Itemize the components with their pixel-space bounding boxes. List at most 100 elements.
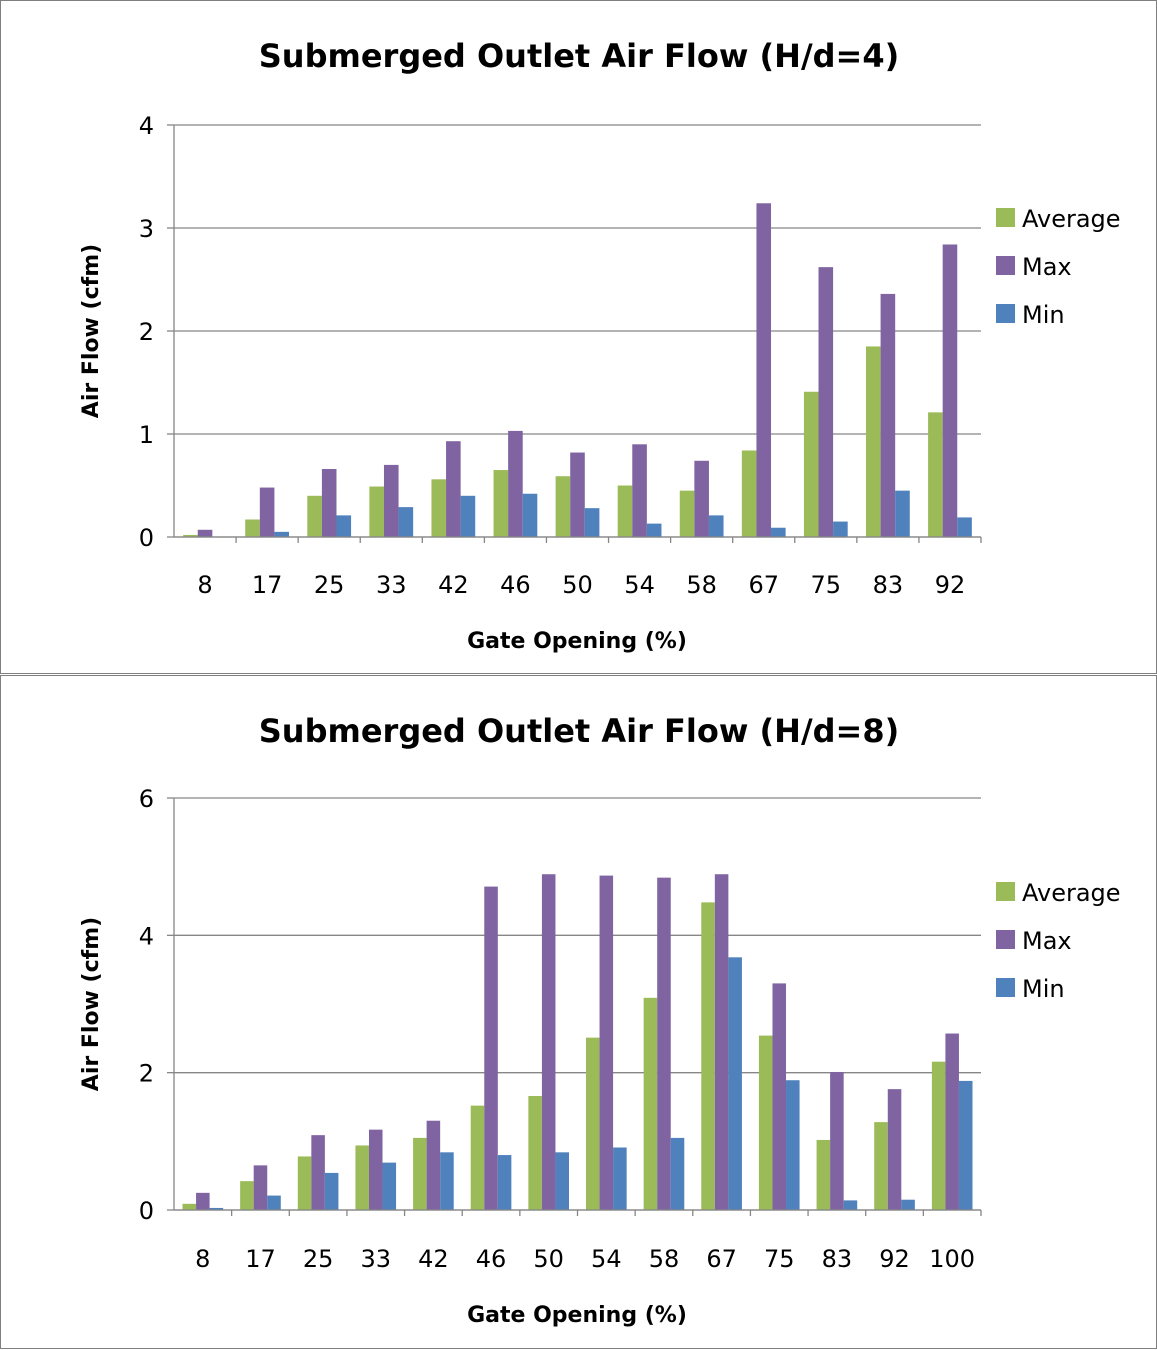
legend-swatch-min (996, 978, 1015, 997)
x-tick-label: 42 (438, 571, 469, 599)
bar-min-83 (843, 1200, 858, 1210)
legend-label-max: Max (1022, 253, 1072, 281)
legend-label-min: Min (1022, 975, 1065, 1003)
x-tick-label: 33 (376, 571, 407, 599)
bar-max-75 (818, 267, 834, 537)
legend-swatch-max (996, 930, 1015, 949)
bar-max-54 (632, 444, 647, 537)
bar-min-100 (958, 1080, 973, 1210)
chart-h4: Submerged Outlet Air Flow (H/d=4) 0 1 2 3 4 8 1… (79, 37, 1121, 654)
bar-max-67 (756, 203, 772, 537)
bar-min-54 (613, 1147, 627, 1210)
x-tick-label: 100 (929, 1245, 975, 1273)
bar-min-46 (497, 1155, 512, 1210)
x-tick-label: 33 (360, 1245, 391, 1273)
x-axis-title: Gate Opening (%) (467, 629, 687, 654)
chart-panel-h4: Submerged Outlet Air Flow (H/d=4) 0 1 2 3 4 8 1… (0, 0, 1157, 674)
legend-swatch-min (996, 304, 1015, 323)
bar-max-25 (321, 469, 337, 537)
bar-average-8 (183, 534, 198, 537)
bar-average-46 (493, 470, 509, 537)
bar-average-25 (307, 495, 322, 537)
bar-min-92 (901, 1199, 915, 1210)
x-tick-label: 25 (314, 571, 345, 599)
x-tick-label: 75 (811, 571, 842, 599)
bar-average-75 (803, 391, 819, 537)
chart-panel-h8: Submerged Outlet Air Flow (H/d=8) 0 2 4 6 8 17… (0, 675, 1157, 1349)
bar-max-50 (570, 452, 585, 537)
bar-min-75 (833, 521, 848, 537)
bar-average-54 (586, 1037, 600, 1210)
bar-min-33 (398, 507, 414, 537)
bar-average-54 (617, 485, 633, 537)
bar-max-33 (368, 1129, 383, 1210)
x-tick-label: 75 (764, 1245, 795, 1273)
y-tick-label: 1 (139, 421, 154, 449)
legend-swatch-average (996, 882, 1015, 901)
y-axis-title: Air Flow (cfm) (79, 244, 104, 418)
chart-title: Submerged Outlet Air Flow (H/d=8) (259, 712, 899, 750)
bar-max-25 (311, 1135, 325, 1210)
x-tick-label: 8 (195, 1245, 210, 1273)
y-tick-label: 4 (139, 922, 154, 950)
legend-label-average: Average (1022, 879, 1121, 907)
y-tick-label: 2 (139, 1060, 154, 1088)
x-tick-label: 17 (252, 571, 283, 599)
bar-average-75 (758, 1035, 773, 1210)
bar-average-92 (874, 1122, 888, 1210)
bar-max-92 (942, 244, 958, 538)
bar-min-8 (209, 1207, 224, 1210)
x-tick-label: 25 (303, 1245, 334, 1273)
bar-min-17 (274, 531, 289, 537)
bar-average-83 (816, 1139, 831, 1210)
legend-swatch-average (996, 208, 1015, 227)
bar-average-50 (528, 1096, 542, 1210)
bar-average-33 (355, 1145, 369, 1210)
bar-max-33 (383, 464, 399, 537)
y-tick-label: 2 (139, 318, 154, 346)
legend-label-average: Average (1022, 205, 1121, 233)
bar-average-17 (240, 1181, 254, 1210)
x-tick-label: 54 (624, 571, 655, 599)
bar-min-58 (670, 1137, 685, 1210)
x-tick-label: 46 (500, 571, 531, 599)
bar-average-100 (931, 1061, 946, 1210)
x-axis-title: Gate Opening (%) (467, 1303, 687, 1328)
bar-min-33 (382, 1162, 397, 1210)
y-tick-label: 0 (139, 524, 154, 552)
x-tick-label: 83 (822, 1245, 853, 1273)
bar-min-54 (646, 523, 662, 537)
x-tick-label: 54 (591, 1245, 622, 1273)
bar-max-83 (880, 293, 896, 537)
bar-max-100 (945, 1033, 959, 1210)
bar-min-92 (957, 517, 972, 537)
bar-max-67 (714, 874, 729, 1210)
bar-min-42 (460, 495, 476, 537)
bar-min-50 (555, 1152, 569, 1210)
bar-average-8 (182, 1203, 197, 1210)
bar-max-75 (772, 983, 787, 1210)
y-tick-label: 0 (139, 1197, 154, 1225)
bar-min-67 (728, 957, 742, 1210)
y-axis-title: Air Flow (cfm) (79, 917, 104, 1091)
x-tick-label: 58 (649, 1245, 680, 1273)
x-tick-label: 50 (533, 1245, 564, 1273)
bar-min-67 (771, 527, 786, 537)
bar-average-58 (643, 997, 658, 1210)
x-tick-label: 92 (935, 571, 966, 599)
bar-average-42 (413, 1137, 427, 1210)
y-tick-label: 4 (139, 112, 154, 140)
legend-swatch-max (996, 256, 1015, 275)
bar-average-50 (555, 476, 571, 537)
bar-max-54 (599, 875, 614, 1210)
x-tick-label: 8 (197, 571, 212, 599)
legend-label-min: Min (1022, 301, 1065, 329)
bar-max-17 (253, 1165, 268, 1210)
bar-average-67 (741, 450, 757, 537)
bar-average-67 (701, 902, 715, 1210)
x-tick-label: 83 (873, 571, 904, 599)
bar-max-92 (887, 1089, 902, 1210)
bar-max-42 (446, 441, 461, 537)
bar-min-50 (584, 508, 600, 537)
